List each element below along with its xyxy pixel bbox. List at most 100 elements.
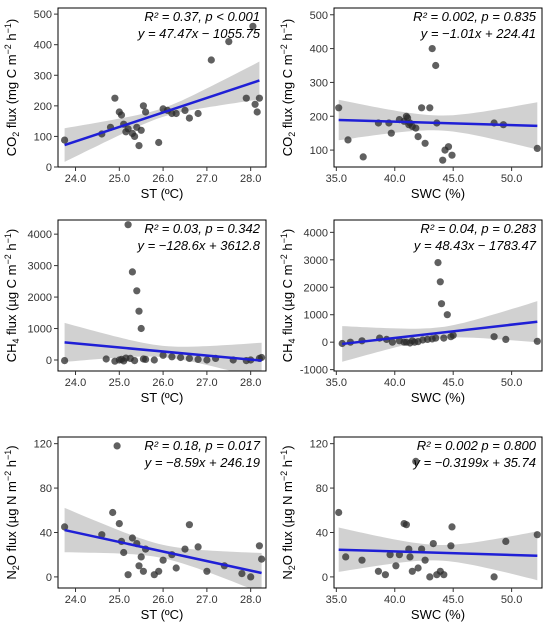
data-point xyxy=(172,109,180,118)
x-tick-label: 24.0 xyxy=(65,173,86,185)
x-axis-label: ST (ºC) xyxy=(141,186,184,201)
regression-line xyxy=(64,528,262,575)
data-point xyxy=(434,259,442,267)
data-point xyxy=(120,548,128,557)
annotation-equation: y = 48.43x − 1783.47 xyxy=(413,238,537,253)
data-point xyxy=(137,324,145,333)
y-tick-label: 0 xyxy=(46,162,52,174)
data-point xyxy=(418,545,426,553)
data-point xyxy=(238,570,246,578)
data-point xyxy=(342,553,350,561)
data-point xyxy=(436,278,444,286)
data-point xyxy=(533,337,541,345)
panel-4: 35.0 40.0 45.0 50.0 -1000 0 1000 2000 3000 4000 SW… xyxy=(279,219,543,405)
data-point xyxy=(181,106,189,114)
data-point xyxy=(335,508,343,517)
panel-2: 35.0 40.0 45.0 50.0 100 200 300 400 500 SWC (%) CO… xyxy=(279,7,543,201)
data-point xyxy=(137,126,145,134)
data-point xyxy=(128,268,136,276)
data-point xyxy=(533,144,541,152)
data-point xyxy=(502,537,510,546)
x-tick-label: 45.0 xyxy=(442,594,463,606)
data-point xyxy=(203,567,211,575)
x-axis-label: ST (ºC) xyxy=(141,390,184,405)
data-point xyxy=(432,61,440,70)
data-point xyxy=(194,543,202,551)
data-point xyxy=(225,38,233,46)
data-point xyxy=(139,102,147,110)
data-point xyxy=(408,567,416,575)
y-axis-label: N2O flux (µg N m−2 h−1) xyxy=(279,445,297,579)
data-point xyxy=(388,338,396,346)
plot-frame xyxy=(57,436,267,589)
x-tick-label: 26.0 xyxy=(152,173,173,185)
data-point xyxy=(502,335,510,343)
data-point xyxy=(242,94,250,102)
confidence-band xyxy=(342,301,538,362)
x-tick-label: 45.0 xyxy=(442,173,463,185)
panel-5: 24.0 25.0 26.0 27.0 28.0 0 40 80 120 ST (ºC) N2O f… xyxy=(3,436,267,622)
data-point xyxy=(117,111,126,119)
x-tick-label: 35.0 xyxy=(326,173,347,185)
data-point xyxy=(439,156,447,164)
data-point xyxy=(131,132,139,140)
data-point xyxy=(490,573,498,581)
data-point xyxy=(406,553,414,561)
x-tick-label: 45.0 xyxy=(442,377,463,389)
data-point xyxy=(102,355,110,363)
x-tick-label: 27.0 xyxy=(196,377,217,389)
x-axis-label: SWC (%) xyxy=(411,390,465,405)
data-point xyxy=(115,520,123,528)
data-point xyxy=(249,22,257,30)
data-point xyxy=(432,334,440,342)
panel-6: 35.0 40.0 45.0 50.0 0 40 80 120 SWC (%) N2O flux … xyxy=(279,436,543,622)
data-point xyxy=(185,354,193,362)
y-tick-label: 2000 xyxy=(304,282,328,294)
data-point xyxy=(194,355,202,363)
y-tick-label: 500 xyxy=(34,9,52,21)
x-axis-label: SWC (%) xyxy=(411,607,465,622)
data-point xyxy=(440,571,448,579)
x-tick-label: 35.0 xyxy=(326,594,347,606)
data-point xyxy=(251,100,259,108)
data-point xyxy=(414,133,422,141)
data-point xyxy=(137,553,145,561)
plot-area xyxy=(335,457,541,581)
data-point xyxy=(426,104,434,112)
data-point xyxy=(135,562,143,570)
data-point xyxy=(113,442,121,450)
data-point xyxy=(421,556,429,564)
y-axis-label: CO2 flux (mg C m−2 h−1) xyxy=(279,19,297,157)
data-point xyxy=(155,567,163,575)
data-point xyxy=(61,357,69,365)
plot-area xyxy=(335,45,541,164)
y-tick-label: -1000 xyxy=(300,365,328,377)
y-axis-label: CH4 flux (µg C m−2 h−1) xyxy=(3,229,21,362)
data-point xyxy=(429,540,437,548)
annotation-equation: y = 47.47x − 1055.75 xyxy=(137,26,261,41)
x-tick-label: 35.0 xyxy=(326,377,347,389)
y-tick-label: 400 xyxy=(34,40,52,52)
data-point xyxy=(443,311,451,319)
regression-line xyxy=(338,118,538,128)
y-axis-label: CO2 flux (mg C m−2 h−1) xyxy=(3,19,21,157)
y-tick-label: 200 xyxy=(310,111,328,123)
data-point xyxy=(490,333,498,341)
data-point xyxy=(109,508,117,517)
plot-frame xyxy=(333,436,543,589)
annotation-equation: y = −128.6x + 3612.8 xyxy=(136,238,260,253)
data-point xyxy=(135,307,143,315)
data-point xyxy=(168,353,176,361)
data-point xyxy=(426,573,434,581)
annotation-equation: y = −8.59x + 246.19 xyxy=(144,455,260,470)
data-point xyxy=(61,523,69,531)
plot-area xyxy=(61,221,266,371)
y-tick-label: 40 xyxy=(40,527,52,539)
x-tick-label: 25.0 xyxy=(109,173,130,185)
x-tick-label: 28.0 xyxy=(240,594,261,606)
data-point xyxy=(98,531,106,539)
data-point xyxy=(428,45,436,53)
x-tick-label: 28.0 xyxy=(240,377,261,389)
data-point xyxy=(150,356,158,364)
plot-frame xyxy=(57,219,267,372)
